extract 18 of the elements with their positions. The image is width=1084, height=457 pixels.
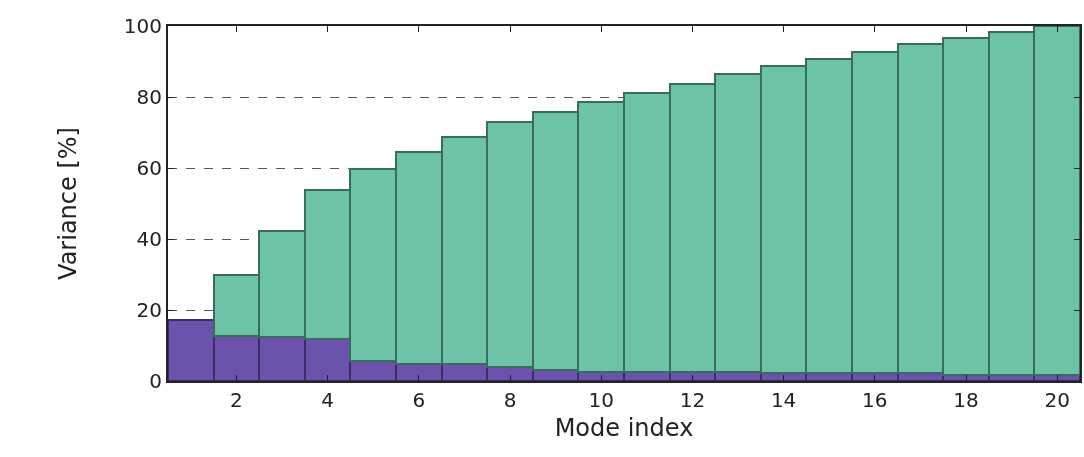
y-tick-label: 40: [136, 227, 162, 251]
x-tick-label: 2: [230, 388, 243, 412]
x-tick-label: 6: [412, 388, 426, 412]
y-tick-label: 80: [136, 85, 162, 109]
y-tick-label: 0: [149, 369, 162, 393]
x-tick-label: 16: [862, 388, 888, 412]
x-tick-label: 8: [503, 388, 517, 412]
y-tick-label: 20: [136, 298, 162, 322]
x-tick-label: 12: [679, 388, 706, 412]
x-tick-label: 14: [770, 388, 797, 412]
x-tick-label: 20: [1044, 388, 1070, 412]
x-tick-label: 18: [953, 388, 979, 412]
x-tick-label: 10: [588, 388, 614, 412]
x-axis-title: Mode index: [554, 413, 694, 442]
y-tick-label: 100: [123, 14, 162, 38]
y-tick-label: 60: [136, 156, 162, 180]
y-axis-title: Variance [%]: [54, 127, 83, 280]
x-tick-label: 4: [321, 388, 334, 412]
